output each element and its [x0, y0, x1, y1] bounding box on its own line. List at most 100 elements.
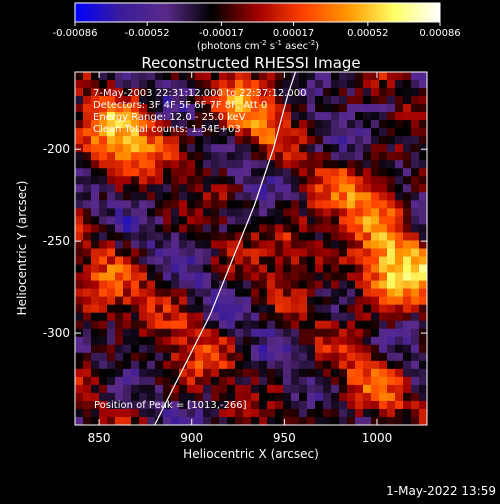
heatmap-cell: [115, 112, 124, 121]
heatmap-cell: [243, 216, 252, 226]
heatmap-cell: [115, 272, 124, 282]
heatmap-cell: [291, 152, 300, 161]
heatmap-cell: [83, 232, 92, 242]
heatmap-cell: [315, 304, 324, 314]
heatmap-cell: [259, 152, 268, 161]
heatmap-cell: [387, 352, 396, 362]
heatmap-cell: [387, 240, 396, 250]
heatmap-cell: [371, 320, 380, 330]
heatmap-cell: [91, 264, 100, 274]
heatmap-cell: [219, 280, 228, 290]
heatmap-cell: [419, 152, 427, 161]
heatmap-cell: [83, 176, 92, 185]
heatmap-cell: [243, 224, 252, 234]
heatmap-cell: [363, 272, 372, 282]
heatmap-cell: [211, 344, 220, 354]
heatmap-cell: [331, 72, 340, 81]
heatmap-cell: [99, 376, 108, 386]
heatmap-cell: [419, 416, 427, 425]
heatmap-cell: [107, 248, 116, 258]
heatmap-cell: [315, 88, 324, 97]
heatmap-cell: [291, 360, 300, 370]
heatmap-cell: [371, 128, 380, 137]
heatmap-cell: [91, 384, 100, 394]
heatmap-cell: [363, 368, 372, 378]
heatmap-cell: [155, 168, 164, 177]
heatmap-cell: [315, 352, 324, 362]
heatmap-cell: [147, 96, 156, 105]
heatmap-cell: [395, 112, 404, 121]
heatmap-cell: [219, 296, 228, 306]
heatmap-cell: [355, 264, 364, 274]
heatmap-cell: [147, 200, 156, 209]
heatmap-cell: [411, 160, 420, 169]
heatmap-cell: [395, 224, 404, 234]
heatmap-cell: [115, 288, 124, 298]
heatmap-cell: [379, 104, 388, 113]
heatmap-cell: [283, 264, 292, 274]
heatmap-cell: [251, 160, 260, 169]
heatmap-cell: [307, 160, 316, 169]
heatmap-cell: [411, 192, 420, 201]
heatmap-cell: [131, 256, 140, 266]
heatmap-cell: [363, 160, 372, 169]
heatmap-cell: [371, 216, 380, 226]
heatmap-cell: [331, 168, 340, 177]
heatmap-cell: [395, 408, 404, 418]
heatmap-cell: [363, 376, 372, 386]
heatmap-cell: [347, 392, 356, 402]
heatmap-cell: [163, 200, 172, 209]
heatmap-cell: [115, 408, 124, 418]
heatmap-cell: [163, 184, 172, 193]
heatmap-cell: [107, 200, 116, 209]
heatmap-cell: [139, 264, 148, 274]
heatmap-cell: [307, 368, 316, 378]
heatmap-cell: [155, 352, 164, 362]
heatmap-cell: [139, 200, 148, 209]
heatmap-cell: [195, 400, 204, 410]
heatmap-cell: [99, 112, 108, 121]
heatmap-cell: [83, 208, 92, 218]
heatmap-cell: [115, 176, 124, 185]
heatmap-cell: [283, 280, 292, 290]
heatmap-cell: [203, 384, 212, 394]
heatmap-cell: [387, 144, 396, 153]
heatmap-cell: [315, 176, 324, 185]
heatmap-cell: [211, 320, 220, 330]
heatmap-cell: [243, 344, 252, 354]
heatmap-cell: [139, 152, 148, 161]
heatmap-cell: [147, 328, 156, 338]
heatmap-cell: [107, 104, 116, 113]
heatmap-cell: [139, 120, 148, 129]
heatmap-cell: [75, 240, 84, 250]
heatmap-cell: [299, 176, 308, 185]
heatmap-cell: [235, 376, 244, 386]
heatmap-cell: [291, 136, 300, 145]
heatmap-cell: [203, 208, 212, 218]
heatmap-cell: [131, 280, 140, 290]
heatmap-cell: [251, 312, 260, 322]
heatmap-cell: [107, 144, 116, 153]
heatmap-cell: [395, 176, 404, 185]
heatmap-cell: [267, 408, 276, 418]
heatmap-cell: [227, 176, 236, 185]
heatmap-cell: [171, 408, 180, 418]
heatmap-cell: [379, 216, 388, 226]
heatmap-cell: [315, 392, 324, 402]
heatmap-cell: [307, 400, 316, 410]
heatmap-cell: [179, 120, 188, 129]
heatmap-cell: [131, 96, 140, 105]
heatmap-cell: [283, 344, 292, 354]
heatmap-cell: [307, 168, 316, 177]
heatmap-cell: [227, 376, 236, 386]
heatmap-cell: [195, 296, 204, 306]
heatmap-cell: [299, 264, 308, 274]
heatmap-cell: [75, 160, 84, 169]
heatmap-cell: [347, 256, 356, 266]
heatmap-cell: [275, 344, 284, 354]
heatmap-cell: [219, 336, 228, 346]
heatmap-cell: [331, 88, 340, 97]
heatmap-cell: [163, 352, 172, 362]
heatmap-cell: [123, 232, 132, 242]
heatmap-cell: [355, 280, 364, 290]
